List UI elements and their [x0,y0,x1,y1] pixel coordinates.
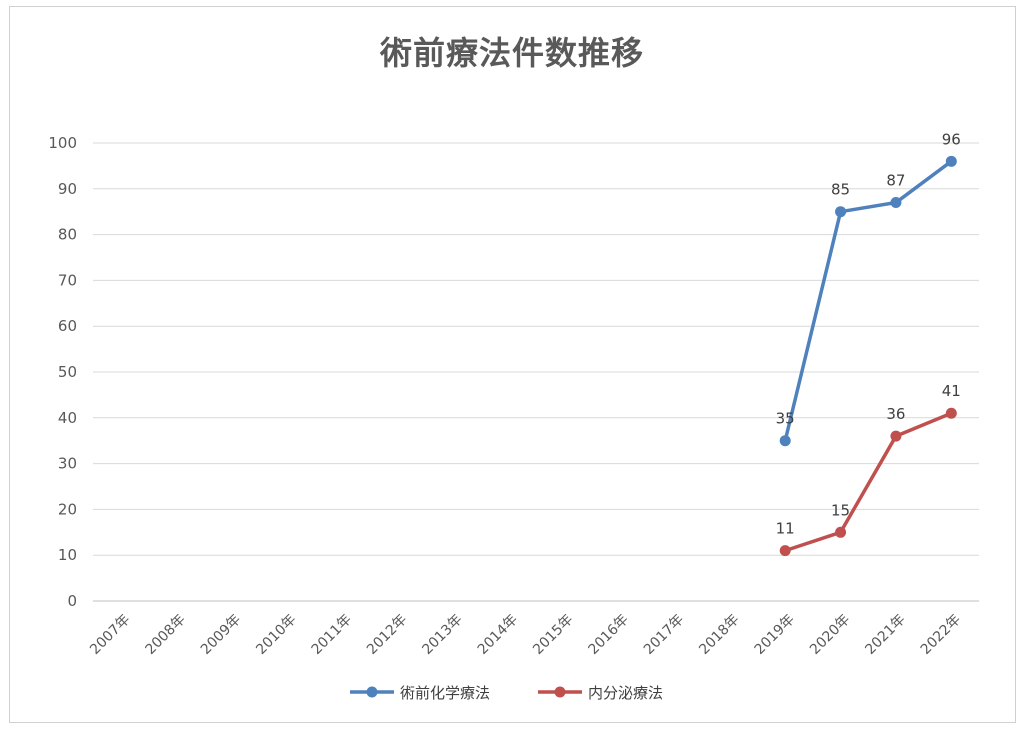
x-tick-label: 2015年 [530,612,576,658]
legend-label: 内分泌療法 [588,684,663,702]
x-tick-label: 2013年 [419,612,465,658]
chart-frame [9,6,1016,723]
x-tick-label: 2011年 [309,612,355,658]
legend-marker [554,686,566,698]
x-tick-label: 2009年 [198,612,244,658]
data-label: 36 [886,405,905,423]
y-tick-label: 30 [58,455,77,473]
x-tick-label: 2012年 [364,612,410,658]
data-point [890,197,902,209]
y-axis: 0 10 20 30 40 50 60 70 80 90 100 [48,134,77,610]
data-label: 96 [942,130,961,148]
x-tick-label: 2017年 [641,612,687,658]
x-tick-label: 2014年 [475,612,521,658]
data-label: 11 [776,520,795,538]
series-group: 35 85 87 96 11 15 36 41 [776,130,961,557]
legend-label: 術前化学療法 [400,684,490,702]
legend-marker [366,686,378,698]
y-tick-label: 100 [48,134,77,152]
x-tick-label: 2021年 [862,612,908,658]
y-tick-label: 70 [58,271,77,289]
x-tick-label: 2007年 [87,612,133,658]
y-tick-label: 10 [58,546,77,564]
data-point [890,430,902,442]
x-tick-label: 2008年 [142,612,188,658]
x-axis: 2007年 2008年 2009年 2010年 2011年 2012年 2013年 2014年… [87,612,964,658]
data-point [779,545,791,557]
y-tick-label: 20 [58,500,77,518]
chart-title: 術前療法件数推移 [379,34,644,72]
y-tick-label: 90 [58,180,77,198]
legend: 術前化学療法 内分泌療法 [350,684,663,702]
data-label: 15 [831,501,850,519]
data-point [779,435,791,447]
series-line [784,411,952,553]
data-label: 35 [776,410,795,428]
data-label: 85 [831,181,850,199]
data-label: 41 [942,382,961,400]
x-tick-label: 2016年 [585,612,631,658]
data-point [945,407,957,419]
data-label: 87 [886,172,905,190]
x-tick-label: 2018年 [696,612,742,658]
y-tick-label: 0 [67,592,77,610]
data-point [835,526,847,538]
x-tick-label: 2019年 [752,612,798,658]
x-tick-label: 2010年 [253,612,299,658]
y-tick-label: 40 [58,409,77,427]
y-tick-label: 60 [58,317,77,335]
y-tick-label: 80 [58,226,77,244]
y-tick-label: 50 [58,363,77,381]
x-tick-label: 2022年 [918,612,964,658]
data-point [945,155,957,167]
data-point [835,206,847,218]
gridlines [93,142,979,602]
series-line [783,159,953,442]
x-tick-label: 2020年 [807,612,853,658]
